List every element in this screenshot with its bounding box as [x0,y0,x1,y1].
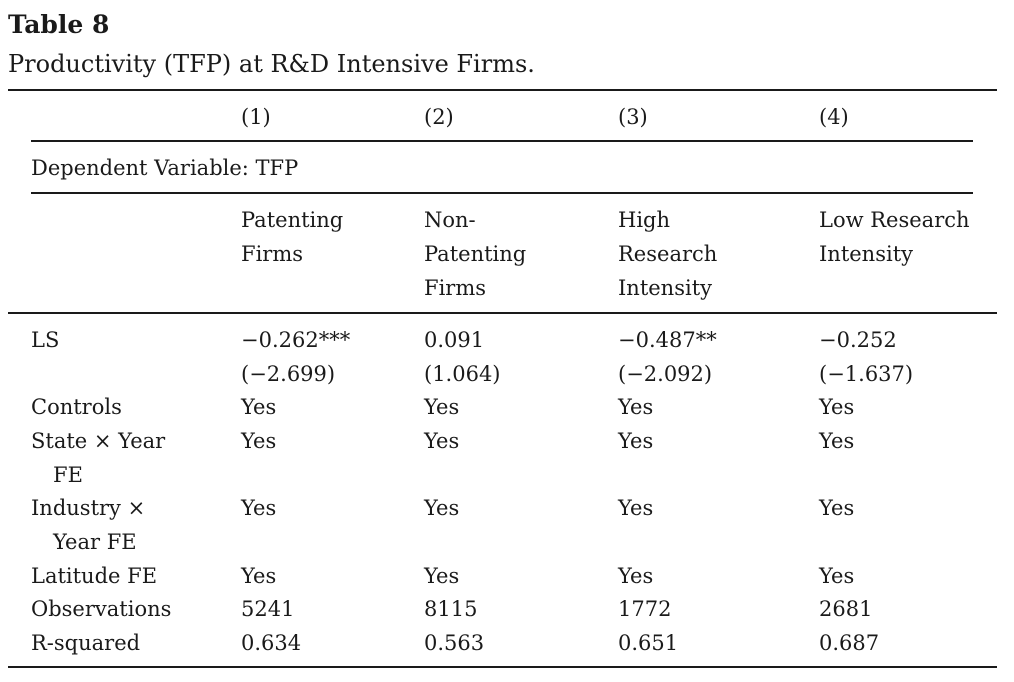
bottom-rule [8,666,997,668]
latitude-fe-value-2: Yes [424,564,460,588]
column-number-3: (3) [618,105,648,129]
row-label-controls: Controls [31,395,122,419]
r-squared-value-1: 0.634 [241,631,302,655]
observations-value-1: 5241 [241,597,295,621]
top-rule [8,89,997,91]
observations-value-4: 2681 [819,597,873,621]
ls-coefficient-1: −0.262*** [241,328,351,352]
state-year-fe-value-3: Yes [618,429,654,453]
row-label-observations: Observations [31,597,172,621]
state-year-fe-value-4: Yes [819,429,855,453]
industry-year-fe-value-3: Yes [618,496,654,520]
table-caption-label: Table 8 [8,10,110,39]
state-year-fe-value-1: Yes [241,429,277,453]
ls-tstat-2: (1.064) [424,362,501,386]
dependent-variable-label: Dependent Variable: TFP [31,156,299,180]
column-number-4: (4) [819,105,849,129]
observations-value-3: 1772 [618,597,672,621]
latitude-fe-value-1: Yes [241,564,277,588]
column-group-2-line-1: Non- [424,208,476,232]
column-group-2-line-2: Patenting [424,242,527,266]
controls-value-1: Yes [241,395,277,419]
industry-year-fe-value-4: Yes [819,496,855,520]
ls-coefficient-3: −0.487** [618,328,717,352]
column-group-3-line-3: Intensity [618,276,713,300]
latitude-fe-value-3: Yes [618,564,654,588]
column-group-1-line-2: Firms [241,242,304,266]
table-caption-title: Productivity (TFP) at R&D Intensive Firm… [8,50,535,78]
ls-tstat-4: (−1.637) [819,362,914,386]
rule-below-column-groups [8,312,997,314]
industry-year-fe-value-2: Yes [424,496,460,520]
column-group-3-line-2: Research [618,242,718,266]
column-number-1: (1) [241,105,271,129]
rule-below-dependent-variable [31,192,973,194]
r-squared-value-2: 0.563 [424,631,485,655]
latitude-fe-value-4: Yes [819,564,855,588]
row-label-ls: LS [31,328,60,352]
row-label-industry-year-fe-line-1: Industry × [31,496,146,520]
r-squared-value-3: 0.651 [618,631,679,655]
industry-year-fe-value-1: Yes [241,496,277,520]
ls-tstat-3: (−2.092) [618,362,713,386]
row-label-r-squared: R-squared [31,631,141,655]
row-label-industry-year-fe-line-2: Year FE [53,530,137,554]
r-squared-value-4: 0.687 [819,631,880,655]
controls-value-2: Yes [424,395,460,419]
ls-coefficient-4: −0.252 [819,328,897,352]
observations-value-2: 8115 [424,597,478,621]
row-label-state-year-fe-line-2: FE [53,463,83,487]
column-number-2: (2) [424,105,454,129]
controls-value-3: Yes [618,395,654,419]
column-group-4-line-2: Intensity [819,242,914,266]
state-year-fe-value-2: Yes [424,429,460,453]
rule-below-column-numbers [31,140,973,142]
ls-coefficient-2: 0.091 [424,328,485,352]
controls-value-4: Yes [819,395,855,419]
row-label-latitude-fe: Latitude FE [31,564,158,588]
column-group-1-line-1: Patenting [241,208,344,232]
column-group-3-line-1: High [618,208,670,232]
column-group-2-line-3: Firms [424,276,487,300]
column-group-4-line-1: Low Research [819,208,970,232]
row-label-state-year-fe-line-1: State × Year [31,429,166,453]
ls-tstat-1: (−2.699) [241,362,336,386]
